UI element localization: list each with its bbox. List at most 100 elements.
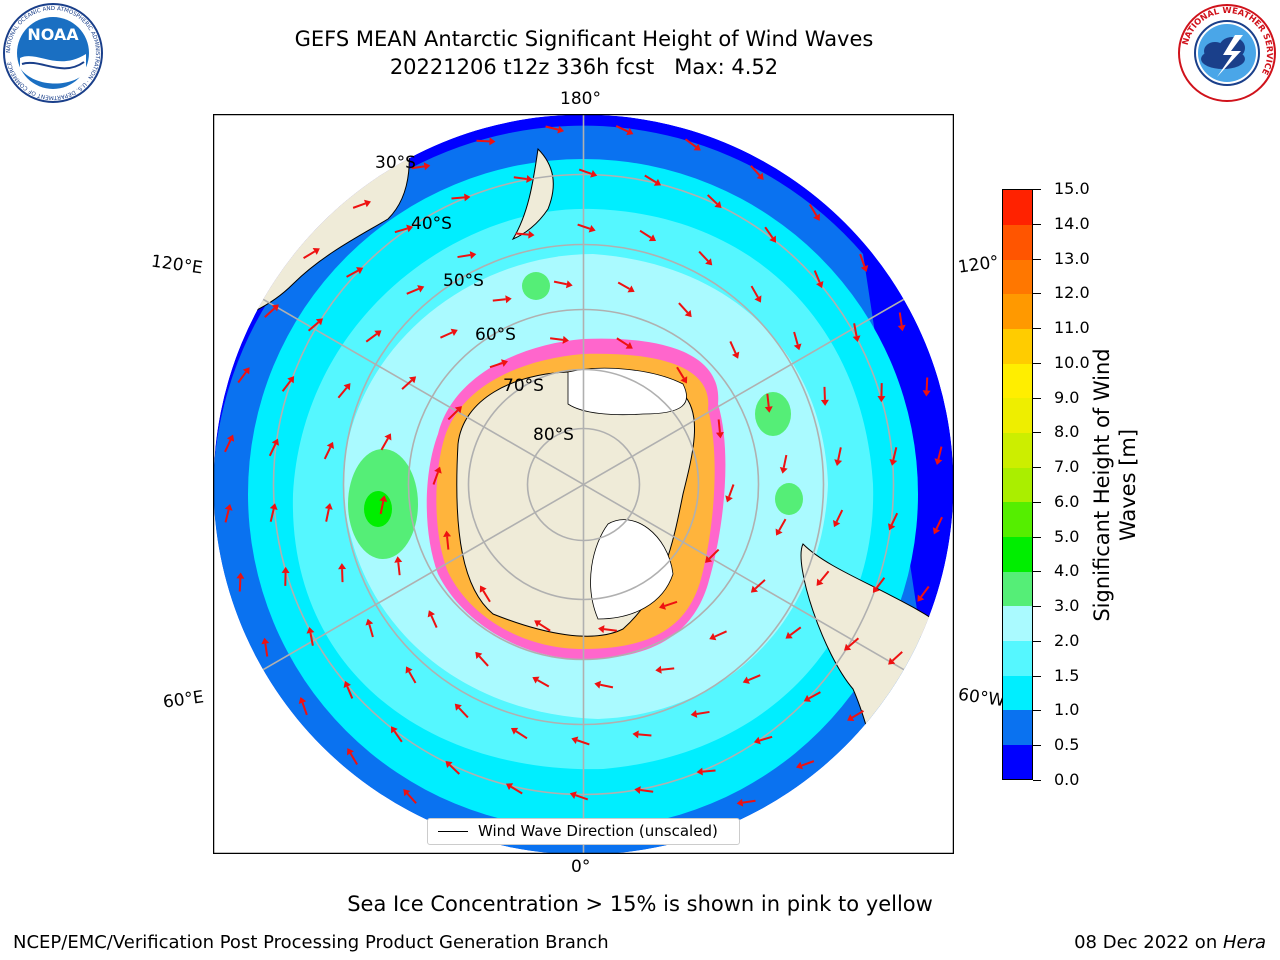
wind-wave-arrow <box>935 516 943 530</box>
wind-wave-arrowhead <box>785 631 793 639</box>
wind-wave-arrowhead <box>532 676 540 684</box>
wind-wave-arrow <box>457 254 471 259</box>
wind-wave-arrow <box>661 667 675 671</box>
wind-wave-arrow <box>638 733 652 737</box>
colorbar-segment <box>1003 675 1032 711</box>
wind-wave-arrow <box>553 280 567 286</box>
wind-wave-arrow <box>600 683 614 689</box>
wind-wave-arrowhead <box>705 258 713 266</box>
wind-wave-arrowhead <box>287 376 295 384</box>
colorbar-segment <box>1003 501 1032 537</box>
wind-wave-arrow <box>380 438 389 451</box>
wind-wave-arrow <box>430 615 438 628</box>
wind-wave-arrow <box>853 323 858 337</box>
polar-map: 30°S 40°S 50°S 60°S 70°S 80°S <box>213 114 954 854</box>
wind-wave-arrow <box>696 710 710 715</box>
wind-wave-arrowhead <box>655 665 662 674</box>
wind-wave-arrowhead <box>693 143 701 151</box>
wind-wave-arrowhead <box>742 676 750 684</box>
wind-wave-arrowhead <box>634 786 641 795</box>
lon-label-upper-left: 120°E <box>149 251 204 279</box>
wind-wave-arrowhead <box>917 594 925 602</box>
colorbar-tick-mark <box>1033 571 1041 573</box>
wind-wave-arrow <box>759 735 773 742</box>
wind-wave-arrowhead <box>306 627 315 634</box>
colorbar-tick-mark <box>1033 710 1041 712</box>
wind-wave-arrow <box>892 447 898 461</box>
wind-wave-arrowhead <box>464 193 471 202</box>
colorbar-segment <box>1003 709 1032 745</box>
wind-wave-arrow <box>684 138 697 148</box>
wind-wave-arrowhead <box>298 697 307 705</box>
wind-wave-arrowhead <box>736 798 744 807</box>
colorbar-tick-mark <box>1033 745 1041 747</box>
wind-wave-arrow <box>337 387 348 399</box>
wind-wave-arrow <box>809 204 818 217</box>
lat-label-40s: 40°S <box>411 214 452 234</box>
wind-wave-arrow <box>537 679 550 688</box>
colorbar-tick-mark <box>1033 606 1041 608</box>
wind-wave-arrowhead <box>379 495 388 503</box>
wind-wave-arrowhead <box>750 585 758 593</box>
wind-wave-arrow <box>698 250 709 262</box>
wind-wave-arrowhead <box>803 694 811 702</box>
wind-wave-arrowhead <box>659 602 666 610</box>
wind-wave-arrow <box>489 362 503 369</box>
wind-wave-arrowhead <box>813 213 820 221</box>
wave-zone-3-4-b <box>364 491 392 527</box>
wind-wave-arrowhead <box>696 767 703 776</box>
wind-wave-arrowhead <box>505 783 514 791</box>
wind-wave-arrow <box>432 471 439 485</box>
wind-wave-arrowhead <box>236 572 245 579</box>
colorbar-tick-label: 12.0 <box>1054 283 1090 303</box>
wind-wave-arrowhead <box>816 578 824 586</box>
colorbar-label-line1: Significant Height of Wind <box>1090 348 1114 622</box>
lon-label-lower-left: 60°E <box>161 687 206 713</box>
wind-wave-arrow <box>368 624 374 638</box>
colorbar-segment <box>1003 536 1032 572</box>
lon-label-lower-right: 60°W <box>956 684 1007 712</box>
wind-wave-arrowhead <box>409 376 417 384</box>
wind-wave-arrow <box>920 585 930 598</box>
wind-wave-arrow <box>891 651 903 662</box>
wind-wave-arrowhead <box>384 433 392 441</box>
colorbar-segment <box>1003 397 1032 434</box>
ice-shelf-weddell <box>590 519 674 620</box>
colorbar-tick-label: 2.0 <box>1054 630 1080 650</box>
colorbar-segment <box>1003 259 1032 295</box>
colorbar-tick-label: 13.0 <box>1054 248 1090 268</box>
wind-wave-arrowhead <box>356 267 364 275</box>
wind-wave-arrowhead <box>820 399 829 406</box>
wind-wave-arrow <box>510 785 523 795</box>
colorbar-label-line2: Waves [m] <box>1116 428 1140 542</box>
colorbar-tick-label: 10.0 <box>1054 352 1090 372</box>
legend-line-symbol <box>438 831 468 832</box>
wind-wave-arrow <box>708 548 720 560</box>
wind-wave-arrowhead <box>443 530 452 538</box>
wind-wave-arrow <box>307 321 320 332</box>
wind-wave-arrow <box>575 794 589 801</box>
colorbar-tick-label: 1.0 <box>1054 700 1080 720</box>
wind-wave-arrow <box>408 671 417 684</box>
wind-wave-arrow <box>702 769 716 773</box>
colorbar-tick-label: 6.0 <box>1054 491 1080 511</box>
wind-wave-arrow <box>237 371 247 384</box>
colorbar-segment <box>1003 744 1032 780</box>
wind-wave-arrow <box>576 739 590 746</box>
graticule <box>213 114 954 854</box>
wind-wave-arrowhead <box>423 162 431 171</box>
wind-wave-arrowhead <box>434 466 442 474</box>
wind-wave-arrow <box>714 630 727 638</box>
colorbar-segment <box>1003 467 1032 503</box>
wind-wave-arrowhead <box>261 637 270 645</box>
chart-title: GEFS MEAN Antarctic Significant Height o… <box>294 27 874 51</box>
wind-wave-arrow <box>789 626 802 636</box>
wind-wave-arrow <box>397 562 401 576</box>
legend-label: Wind Wave Direction (unscaled) <box>478 822 718 840</box>
wind-wave-arrow <box>728 484 735 498</box>
wind-wave-arrowhead <box>897 324 906 332</box>
wind-wave-arrow <box>837 447 842 461</box>
wind-wave-arrowhead <box>847 714 855 721</box>
wind-wave-arrow <box>742 799 756 804</box>
wind-wave-arrow <box>616 337 629 347</box>
